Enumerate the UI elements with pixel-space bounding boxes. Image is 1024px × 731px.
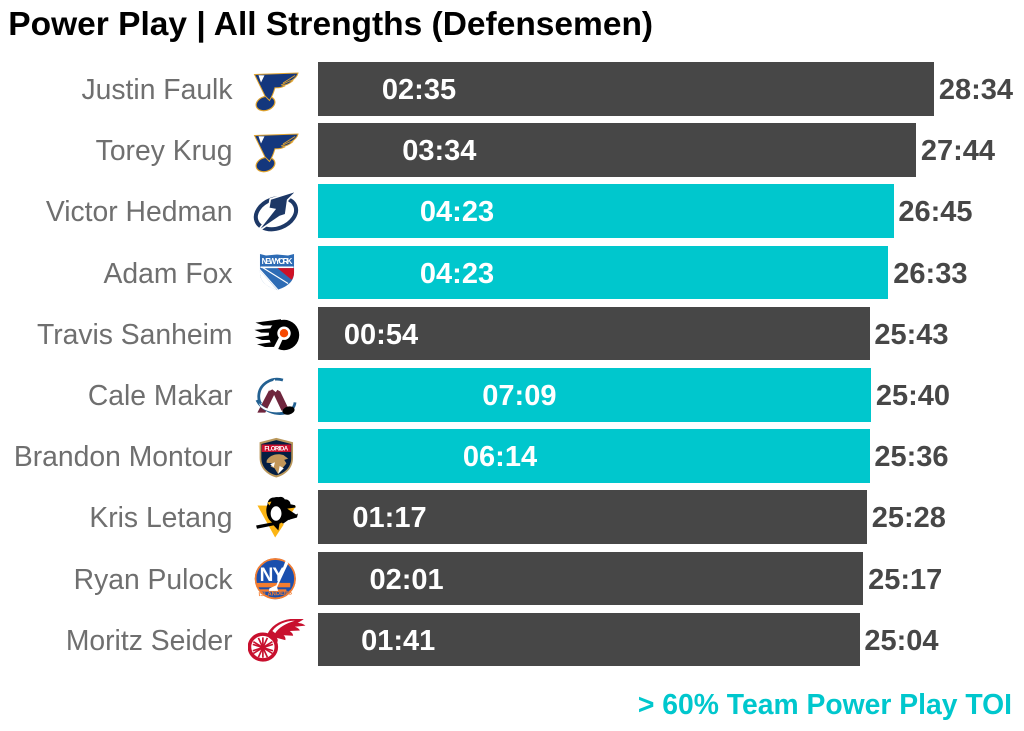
svg-text:ISLANDERS: ISLANDERS (258, 591, 292, 599)
svg-text:NEW YORK: NEW YORK (261, 258, 292, 267)
svg-text:FLORIDA: FLORIDA (264, 445, 288, 452)
